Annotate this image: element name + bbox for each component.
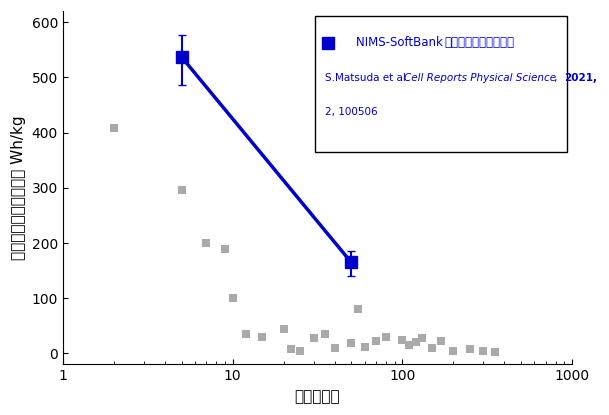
Point — [411, 339, 421, 346]
Point — [320, 331, 330, 337]
Text: ,: , — [554, 73, 561, 83]
Point — [417, 334, 426, 341]
Point — [258, 334, 267, 340]
Point — [295, 347, 305, 354]
Point — [202, 240, 211, 247]
Point — [279, 325, 289, 332]
Point — [220, 245, 230, 252]
Text: Cell Reports Physical Science: Cell Reports Physical Science — [404, 73, 556, 83]
Point — [381, 334, 391, 340]
Bar — [315, 17, 567, 152]
Point — [309, 334, 319, 341]
Text: NIMS-SoftBank: NIMS-SoftBank — [356, 37, 446, 49]
Point — [241, 331, 251, 337]
Point — [448, 347, 458, 354]
Point — [479, 347, 488, 354]
Point — [360, 344, 370, 350]
Text: 2021,: 2021, — [565, 73, 597, 83]
Point — [330, 344, 340, 351]
Point — [109, 125, 119, 132]
Point — [428, 344, 437, 351]
Point — [347, 340, 356, 347]
Point — [490, 349, 499, 355]
Point — [228, 295, 238, 302]
Point — [404, 342, 414, 349]
X-axis label: サイクル数: サイクル数 — [295, 389, 340, 404]
Point — [437, 338, 446, 344]
Text: 2, 100506: 2, 100506 — [325, 107, 378, 117]
Point — [286, 346, 295, 352]
Text: 先端技術開発センター: 先端技術開発センター — [445, 37, 515, 49]
Point — [398, 336, 407, 343]
Y-axis label: 重量エネルギー密度／ Wh/kg: 重量エネルギー密度／ Wh/kg — [11, 115, 26, 260]
Point — [465, 346, 474, 352]
Text: S.Matsuda et al.: S.Matsuda et al. — [325, 73, 412, 83]
Point — [353, 306, 363, 312]
Point — [177, 187, 186, 193]
Point — [371, 338, 381, 344]
